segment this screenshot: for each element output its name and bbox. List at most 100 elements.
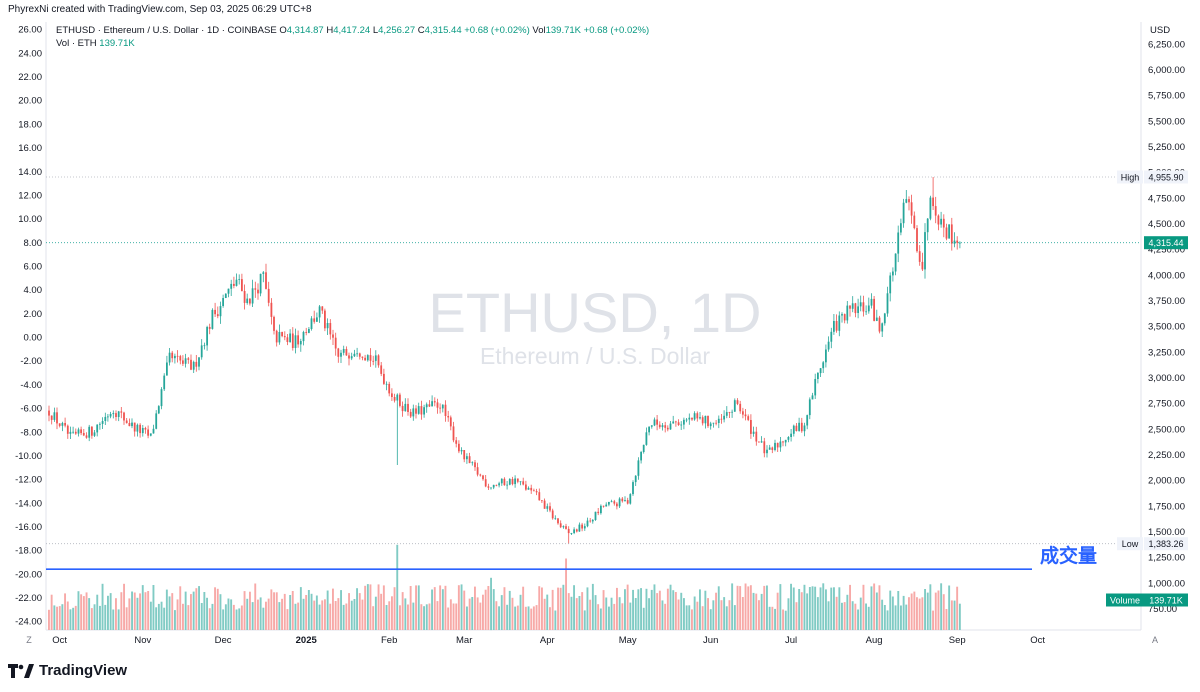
volume-bar xyxy=(784,610,787,630)
candle-body xyxy=(715,422,717,424)
volume-bar xyxy=(819,587,822,630)
candle-body xyxy=(112,413,115,415)
candle-body xyxy=(463,450,466,460)
candle-body xyxy=(131,422,133,427)
candle-body xyxy=(393,397,396,401)
timezone-button[interactable]: Z xyxy=(26,635,32,645)
volume-bar xyxy=(661,600,664,630)
volume-bar xyxy=(211,603,214,630)
candle-body xyxy=(117,411,120,417)
volume-bar xyxy=(353,599,356,630)
volume-bar xyxy=(131,591,133,630)
high-value: 4,417.24 xyxy=(333,25,371,36)
candle-body xyxy=(541,500,543,502)
candle-body xyxy=(417,406,420,414)
volume-bar xyxy=(565,558,567,630)
volume-bar xyxy=(658,590,661,630)
volume-bar xyxy=(171,593,174,630)
time-axis-label: Dec xyxy=(215,635,232,646)
volume-bar xyxy=(107,595,109,630)
volume-bar xyxy=(854,603,857,630)
candle-body xyxy=(383,373,385,384)
candle-body xyxy=(892,271,894,276)
candle-body xyxy=(857,306,859,313)
candle-body xyxy=(318,306,321,318)
volume-bar xyxy=(382,585,385,630)
candle-body xyxy=(621,498,624,502)
candle-body xyxy=(66,425,69,434)
volume-bar xyxy=(385,605,388,630)
volume-bar xyxy=(902,595,905,630)
candle-body xyxy=(200,345,203,358)
volume-bar xyxy=(157,603,160,630)
candle-body xyxy=(683,419,685,425)
volume-bar xyxy=(940,583,943,631)
candle-body xyxy=(594,511,597,520)
volume-bar xyxy=(492,589,495,630)
candle-body xyxy=(476,467,479,475)
low-tag-label: Low xyxy=(1122,539,1139,549)
candle-body xyxy=(455,440,458,444)
candle-body xyxy=(672,421,675,424)
volume-bar xyxy=(251,602,254,630)
candle-body xyxy=(661,425,664,428)
vol-change-value: +0.68 (+0.02%) xyxy=(583,25,650,36)
candle-body xyxy=(77,429,80,434)
candle-body xyxy=(254,288,257,290)
symbol-description[interactable]: ETHUSD · Ethereum / U.S. Dollar · 1D · C… xyxy=(56,25,277,36)
candle-body xyxy=(310,318,313,329)
volume-bar xyxy=(165,589,168,630)
volume-tag-value-bg xyxy=(1144,593,1188,607)
low-tag-value-bg xyxy=(1144,537,1188,551)
candle-body xyxy=(425,404,428,408)
volume-bar xyxy=(232,604,235,630)
volume-bar xyxy=(334,601,337,630)
candle-body xyxy=(792,425,795,434)
volume-legend-value: 139.71K xyxy=(99,38,135,49)
volume-bar xyxy=(519,594,522,630)
volume-bar xyxy=(637,589,640,630)
candle-body xyxy=(913,215,916,229)
volume-bar xyxy=(715,592,717,630)
candle-body xyxy=(374,355,377,361)
candle-body xyxy=(484,479,487,487)
volume-bar xyxy=(827,601,830,630)
high-tag-value: 4,955.90 xyxy=(1148,172,1183,182)
annotation-text[interactable]: 成交量 xyxy=(1040,544,1097,567)
candle-body xyxy=(640,452,642,461)
price-axis-label: 1,000.00 xyxy=(1148,578,1185,589)
creator-line: PhyrexNi created with TradingView.com, S… xyxy=(8,4,312,15)
candle-body xyxy=(843,314,846,321)
candle-body xyxy=(257,289,259,294)
volume-bar xyxy=(672,590,675,630)
time-axis-label: Aug xyxy=(866,635,883,646)
volume-bar xyxy=(399,605,401,630)
volume-bar xyxy=(235,609,238,630)
candle-body xyxy=(404,403,407,412)
left-axis-label: 6.00 xyxy=(24,262,43,273)
candle-body xyxy=(449,417,452,427)
time-axis-label: Nov xyxy=(134,635,151,646)
volume-bar xyxy=(926,592,929,630)
candle-body xyxy=(747,416,750,420)
volume-bar xyxy=(648,598,650,630)
volume-bar xyxy=(543,598,546,630)
volume-bar xyxy=(182,603,184,630)
candle-body xyxy=(61,423,64,426)
volume-bar xyxy=(870,586,873,630)
volume-legend[interactable]: Vol · ETH 139.71K xyxy=(56,38,135,49)
volume-bar xyxy=(85,592,88,630)
volume-bar xyxy=(219,594,222,630)
volume-bar xyxy=(830,587,833,630)
candle-body xyxy=(650,425,653,427)
candle-body xyxy=(88,426,91,438)
auto-scale-button[interactable]: A xyxy=(1152,635,1158,645)
left-axis-label: -2.00 xyxy=(20,356,42,367)
candle-body xyxy=(875,317,878,321)
tradingview-logo[interactable]: TradingView xyxy=(8,662,127,679)
volume-bar xyxy=(147,591,150,630)
volume-bar xyxy=(291,591,294,630)
candle-body xyxy=(535,491,538,493)
last-price-tag: 4,315.44 xyxy=(1148,238,1183,248)
